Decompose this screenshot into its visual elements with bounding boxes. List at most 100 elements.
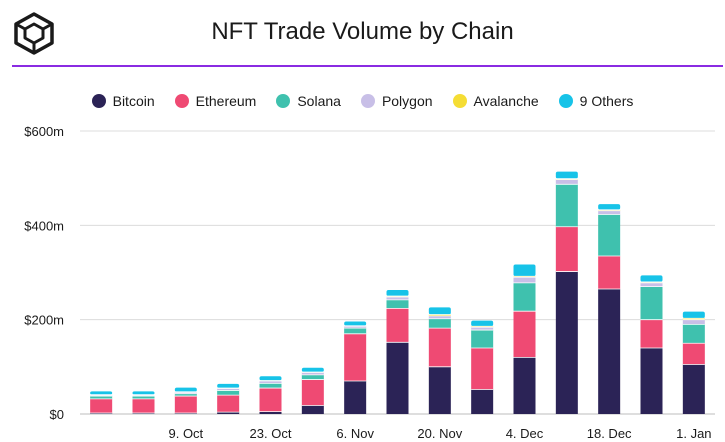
bar-segment-9-others[interactable] [428,307,451,315]
bar-segment-solana[interactable] [174,393,197,397]
bar-segment-ethereum[interactable] [301,379,324,406]
bar-segment-solana[interactable] [344,328,367,334]
bar-segment-polygon[interactable] [132,395,155,397]
bar-segment-solana[interactable] [217,390,240,396]
bar-segment-polygon[interactable] [598,210,621,215]
bar-segment-ethereum[interactable] [428,328,451,367]
bar-segment-9-others[interactable] [259,376,282,381]
bar-segment-ethereum[interactable] [386,308,409,343]
bar-segment-ethereum[interactable] [598,255,621,290]
bar-segment-9-others[interactable] [640,275,663,282]
bar-segment-9-others[interactable] [132,391,155,395]
header-divider [12,65,723,67]
legend-item-polygon[interactable]: Polygon [360,93,433,109]
x-tick-label: 4. Dec [506,426,544,441]
bar-segment-solana[interactable] [471,330,494,348]
bar-segment-solana[interactable] [640,286,663,320]
bar-segment-bitcoin[interactable] [301,405,324,414]
bar-segment-avalanche[interactable] [513,276,536,278]
bar-segment-polygon[interactable] [386,297,409,300]
bar-segment-bitcoin[interactable] [513,357,536,414]
bar-segment-solana[interactable] [428,318,451,329]
legend-item-bitcoin[interactable]: Bitcoin [91,93,155,109]
bar-segment-ethereum[interactable] [90,398,113,414]
bar-segment-bitcoin[interactable] [90,413,113,414]
bar-segment-avalanche[interactable] [428,314,451,316]
bar-segment-bitcoin[interactable] [471,389,494,414]
bar-segment-polygon[interactable] [471,327,494,331]
bar-segment-polygon[interactable] [217,388,240,391]
y-tick-label: $200m [24,313,64,328]
bar-segment-bitcoin[interactable] [259,411,282,414]
bar-segment-bitcoin[interactable] [386,342,409,414]
bar-segment-polygon[interactable] [90,395,113,397]
bar-segment-9-others[interactable] [513,264,536,277]
legend-label: Ethereum [195,93,257,109]
bar-segment-avalanche[interactable] [386,296,409,298]
bar-segment-bitcoin[interactable] [598,289,621,414]
bar-segment-9-others[interactable] [90,391,113,395]
bar-segment-polygon[interactable] [301,372,324,375]
bar-segment-bitcoin[interactable] [132,413,155,414]
bar-segment-bitcoin[interactable] [428,366,451,414]
bar-segment-solana[interactable] [132,396,155,399]
bar-segment-9-others[interactable] [217,383,240,389]
legend-swatch [91,94,106,108]
bar-segment-ethereum[interactable] [682,343,705,365]
bar-segment-solana[interactable] [682,324,705,344]
bar-segment-solana[interactable] [259,383,282,389]
legend-item-ethereum[interactable]: Ethereum [174,93,257,109]
bar-segment-solana[interactable] [386,299,409,309]
bar-segment-9-others[interactable] [344,321,367,326]
bar-segment-polygon[interactable] [682,319,705,325]
x-tick-label: 18. Dec [587,426,632,441]
legend-label: 9 Others [579,93,634,109]
bar-segment-polygon[interactable] [513,277,536,283]
bar-segment-9-others[interactable] [386,289,409,297]
legend-item-9-others[interactable]: 9 Others [558,93,634,109]
bar-segment-9-others[interactable] [682,311,705,319]
bar-segment-ethereum[interactable] [174,396,197,414]
bar-segment-ethereum[interactable] [259,388,282,412]
bar-segment-ethereum[interactable] [555,226,578,272]
bar-segment-bitcoin[interactable] [555,271,578,414]
bar-segment-bitcoin[interactable] [217,412,240,414]
bar-segment-solana[interactable] [301,374,324,380]
bar-segment-9-others[interactable] [471,320,494,327]
bar-segment-bitcoin[interactable] [682,364,705,414]
bar-segment-ethereum[interactable] [132,398,155,414]
bar-segment-9-others[interactable] [598,204,621,210]
bar-segment-polygon[interactable] [555,179,578,185]
bar-segment-avalanche[interactable] [640,281,663,283]
bar-segment-solana[interactable] [90,396,113,399]
bar-segment-solana[interactable] [555,184,578,227]
bar-segment-ethereum[interactable] [344,333,367,381]
chart-legend: Bitcoin Ethereum Solana Polygon Avalanche 9 O… [0,91,725,111]
bar-segment-solana[interactable] [513,282,536,312]
bar-segment-ethereum[interactable] [640,319,663,348]
bar-segment-solana[interactable] [598,214,621,256]
x-tick-label: 20. Nov [417,426,462,441]
bar-segment-ethereum[interactable] [471,347,494,390]
legend-label: Avalanche [473,93,539,109]
bar-segment-avalanche[interactable] [471,326,494,328]
bar-segment-avalanche[interactable] [555,178,578,180]
legend-item-solana[interactable]: Solana [276,93,341,109]
bar-segment-polygon[interactable] [259,380,282,384]
bar-segment-avalanche[interactable] [682,318,705,320]
bar-segment-polygon[interactable] [428,315,451,319]
bar-segment-bitcoin[interactable] [640,347,663,414]
bar-segment-polygon[interactable] [174,392,197,394]
bar-segment-polygon[interactable] [344,326,367,329]
bar-segment-ethereum[interactable] [217,395,240,413]
bar-segment-polygon[interactable] [640,282,663,287]
bar-segment-9-others[interactable] [555,171,578,179]
bar-segment-9-others[interactable] [174,387,197,392]
bar-segment-ethereum[interactable] [513,311,536,358]
bar-segment-avalanche[interactable] [598,209,621,211]
bar-segment-9-others[interactable] [301,367,324,373]
bar-segment-bitcoin[interactable] [174,413,197,414]
legend-label: Polygon [381,93,433,109]
legend-item-avalanche[interactable]: Avalanche [452,93,539,109]
bar-segment-bitcoin[interactable] [344,380,367,414]
